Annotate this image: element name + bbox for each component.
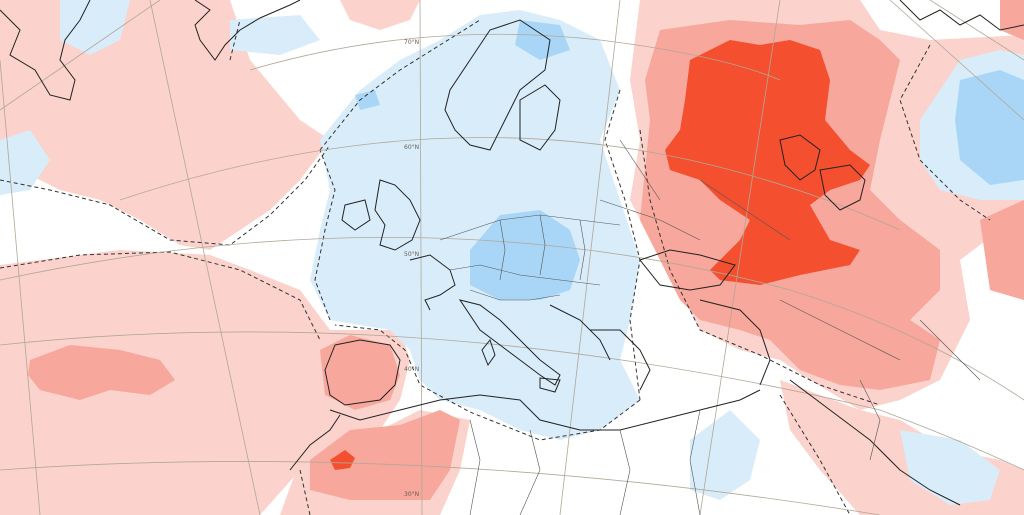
lat-label-40n: 40°N: [404, 366, 419, 373]
lat-label-60n: 60°N: [404, 144, 419, 151]
zero-anomaly-contours: [0, 19, 991, 515]
latitude-labels: 70°N 60°N 50°N 40°N 30°N: [404, 39, 419, 498]
lat-label-70n: 70°N: [404, 39, 419, 46]
lat-label-50n: 50°N: [404, 251, 419, 258]
warm-anomaly-strong: [330, 40, 870, 470]
country-borders: [439, 139, 981, 515]
lat-label-30n: 30°N: [404, 491, 419, 498]
cool-anomaly-moderate: [355, 20, 1024, 300]
